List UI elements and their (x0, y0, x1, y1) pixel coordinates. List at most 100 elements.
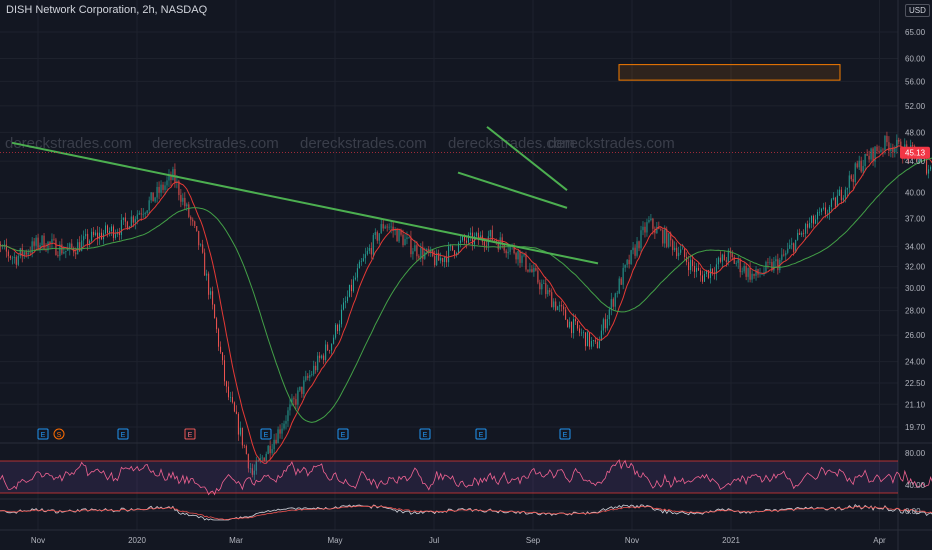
price-axis-label: 48.00 (905, 128, 926, 137)
price-axis-label: 65.00 (905, 28, 926, 37)
candle-body (337, 324, 339, 332)
candle-body (690, 259, 692, 271)
candle-body (229, 397, 231, 398)
candle-body (265, 453, 267, 462)
event-markers[interactable]: E S E E E E E E EE (37, 428, 571, 440)
time-axis-label: Mar (229, 536, 243, 545)
price-axis-label: 44.00 (905, 157, 926, 166)
candle-body (11, 257, 13, 259)
candle-body (408, 237, 410, 238)
candle-body (444, 256, 446, 263)
candle-body (539, 282, 541, 290)
price-axis-label: 19.70 (905, 423, 926, 432)
candle-body (396, 229, 398, 242)
event-label: E (563, 432, 568, 439)
candle-body (216, 318, 218, 330)
candle-body (727, 250, 729, 262)
candle-body (765, 261, 767, 273)
candle-body (188, 204, 190, 217)
candle-body (390, 226, 392, 228)
candle-body (588, 332, 590, 347)
candle-body (63, 251, 65, 254)
candle-body (523, 254, 525, 256)
time-axis[interactable]: Nov2020MarMayJulSepNov2021AprJunAugOct20… (31, 536, 932, 545)
candle-body (271, 449, 273, 454)
candle-body (842, 197, 844, 201)
rsi-line (0, 459, 932, 496)
candle-body (17, 255, 19, 265)
candle-body (202, 244, 204, 253)
candle-body (495, 240, 497, 243)
moving-average-slow (0, 157, 932, 423)
price-axis[interactable]: 65.00 60.00 56.00 52.00 48.00 44.00 40.00 37.00… (0, 28, 930, 516)
candle-body (180, 195, 182, 202)
oscillator-panel (0, 503, 932, 521)
candle-body (817, 211, 819, 220)
candle-body (820, 208, 822, 212)
candle-body (650, 218, 652, 220)
watermark-text: dereckstrades.com (448, 135, 575, 152)
currency-button[interactable]: USD (905, 4, 930, 17)
candle-body (519, 250, 521, 263)
candle-body (291, 398, 293, 405)
candle-body (705, 270, 707, 274)
candle-body (206, 273, 208, 276)
candle-body (305, 376, 307, 381)
candle-body (57, 255, 59, 257)
candle-body (386, 226, 388, 228)
candle-body (172, 169, 174, 180)
event-label: E (41, 432, 46, 439)
candle-body (582, 332, 584, 334)
candle-body (811, 215, 813, 223)
candle-body (231, 397, 233, 403)
candle-body (721, 254, 723, 262)
candle-body (533, 268, 535, 272)
candle-body (771, 262, 773, 271)
candle-body (319, 355, 321, 359)
time-axis-label: Nov (31, 536, 45, 545)
candle-body (378, 233, 380, 241)
trendline (11, 141, 599, 265)
candle-body (458, 242, 460, 254)
drawing-layer[interactable] (11, 64, 841, 265)
price-axis-label: 40.00 (905, 189, 926, 198)
candle-body (725, 260, 727, 262)
candle-body (632, 247, 634, 251)
event-label: E (341, 432, 346, 439)
time-axis-label: May (327, 536, 342, 545)
candle-body (372, 235, 374, 255)
candle-body (485, 245, 487, 247)
candle-body (707, 270, 709, 278)
candle-body (624, 264, 626, 268)
candle-body (854, 163, 856, 182)
candle-body (71, 243, 73, 248)
candle-body (678, 252, 680, 257)
candle-body (477, 232, 479, 240)
candle-body (906, 144, 908, 149)
candle-body (434, 256, 436, 266)
candle-body (130, 216, 132, 227)
candle-body (442, 258, 444, 263)
candle-body (749, 267, 751, 280)
candle-body (198, 230, 200, 246)
moving-average-fast (0, 145, 932, 464)
candle-body (866, 153, 868, 156)
candle-body (89, 240, 91, 245)
candle-body (142, 214, 144, 215)
event-label: E (188, 432, 193, 439)
watermark-text: dereckstrades.com (300, 135, 427, 152)
candle-body (928, 169, 930, 174)
candle-body (69, 243, 71, 249)
candle-body (148, 200, 150, 211)
candle-body (755, 269, 757, 276)
candle-body (65, 250, 67, 252)
candle-body (75, 252, 77, 255)
candle-body (864, 153, 866, 166)
candle-body (920, 157, 922, 161)
candle-body (703, 273, 705, 282)
price-axis-label: 26.00 (905, 331, 926, 340)
time-axis-label: 2021 (722, 536, 740, 545)
candle-body (505, 250, 507, 254)
